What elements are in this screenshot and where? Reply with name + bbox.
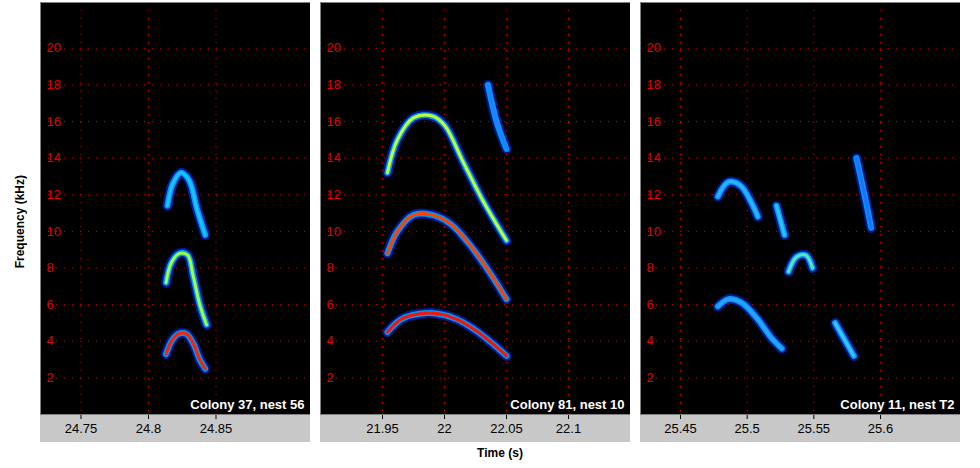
svg-text:22.1: 22.1 [556, 421, 581, 436]
svg-text:12: 12 [47, 187, 61, 202]
svg-text:2: 2 [47, 370, 54, 385]
svg-text:16: 16 [47, 114, 61, 129]
svg-text:21.95: 21.95 [366, 421, 399, 436]
svg-text:4: 4 [327, 333, 334, 348]
svg-text:20: 20 [47, 40, 61, 55]
svg-text:20: 20 [327, 40, 341, 55]
html-text:Time (s): Time (s) [477, 446, 523, 460]
svg-text:24.8: 24.8 [136, 421, 161, 436]
svg-text:20: 20 [647, 40, 661, 55]
svg-text:6: 6 [327, 297, 334, 312]
svg-text:10: 10 [327, 224, 341, 239]
svg-text:Colony 37, nest 56: Colony 37, nest 56 [190, 397, 304, 412]
svg-text:16: 16 [647, 114, 661, 129]
svg-text:2: 2 [327, 370, 334, 385]
svg-text:Colony 81, nest 10: Colony 81, nest 10 [510, 397, 624, 412]
svg-text:6: 6 [647, 297, 654, 312]
svg-text:25.5: 25.5 [735, 421, 760, 436]
svg-text:14: 14 [647, 150, 661, 165]
svg-text:18: 18 [47, 77, 61, 92]
svg-text:25.6: 25.6 [868, 421, 893, 436]
svg-text:8: 8 [647, 260, 654, 275]
svg-text:14: 14 [47, 150, 61, 165]
svg-text:8: 8 [327, 260, 334, 275]
svg-text:4: 4 [647, 333, 654, 348]
svg-text:10: 10 [647, 224, 661, 239]
svg-text:24.85: 24.85 [200, 421, 233, 436]
svg-text:25.55: 25.55 [798, 421, 831, 436]
svg-text:25.45: 25.45 [664, 421, 697, 436]
svg-text:2: 2 [647, 370, 654, 385]
svg-text:12: 12 [647, 187, 661, 202]
svg-text:12: 12 [327, 187, 341, 202]
svg-text:8: 8 [47, 260, 54, 275]
svg-text:14: 14 [327, 150, 341, 165]
svg-text:22: 22 [437, 421, 451, 436]
svg-text:6: 6 [47, 297, 54, 312]
svg-text:4: 4 [47, 333, 54, 348]
svg-text:Colony 11, nest T2: Colony 11, nest T2 [840, 397, 954, 412]
svg-text:18: 18 [327, 77, 341, 92]
svg-text:10: 10 [47, 224, 61, 239]
svg-text:16: 16 [327, 114, 341, 129]
html-text:Frequency (kHz): Frequency (kHz) [13, 175, 27, 269]
svg-text:18: 18 [647, 77, 661, 92]
svg-text:24.75: 24.75 [65, 421, 98, 436]
svg-text:22.05: 22.05 [490, 421, 523, 436]
